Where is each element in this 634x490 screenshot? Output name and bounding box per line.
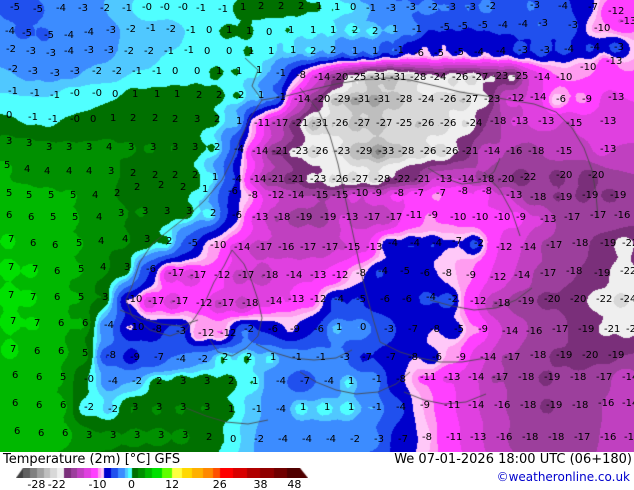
page-title: Temperature (2m) [°C] GFS <box>3 452 181 467</box>
temperature-contour-map[interactable] <box>0 0 634 452</box>
map-footer: Temperature (2m) [°C] GFS We 07-01-2026 … <box>0 452 634 490</box>
color-scale-ticks: -28 -22 -10 0 12 26 38 48 <box>0 478 320 490</box>
legend-tick: 0 <box>127 478 135 490</box>
legend-tick: 38 <box>253 478 268 490</box>
legend-tick: -22 <box>47 478 66 490</box>
copyright-link[interactable]: ©weatheronline.co.uk <box>496 470 630 484</box>
map-viewport[interactable]: -5 -5 -4 -3 -2 -1 -0 -0 -0 -1 -1 1 2 2 2 1 1 0 -1 -3 -3 -2 -3-… <box>0 0 634 452</box>
color-scale-legend[interactable] <box>16 468 308 478</box>
legend-tick: -10 <box>88 478 107 490</box>
color-scale-bar <box>16 468 308 478</box>
legend-tick: 48 <box>287 478 302 490</box>
legend-tick: 26 <box>212 478 227 490</box>
legend-tick: -28 <box>27 478 46 490</box>
valid-time-label: We 07-01-2026 18:00 UTC (06+180) <box>394 452 632 467</box>
legend-tick: 12 <box>165 478 180 490</box>
